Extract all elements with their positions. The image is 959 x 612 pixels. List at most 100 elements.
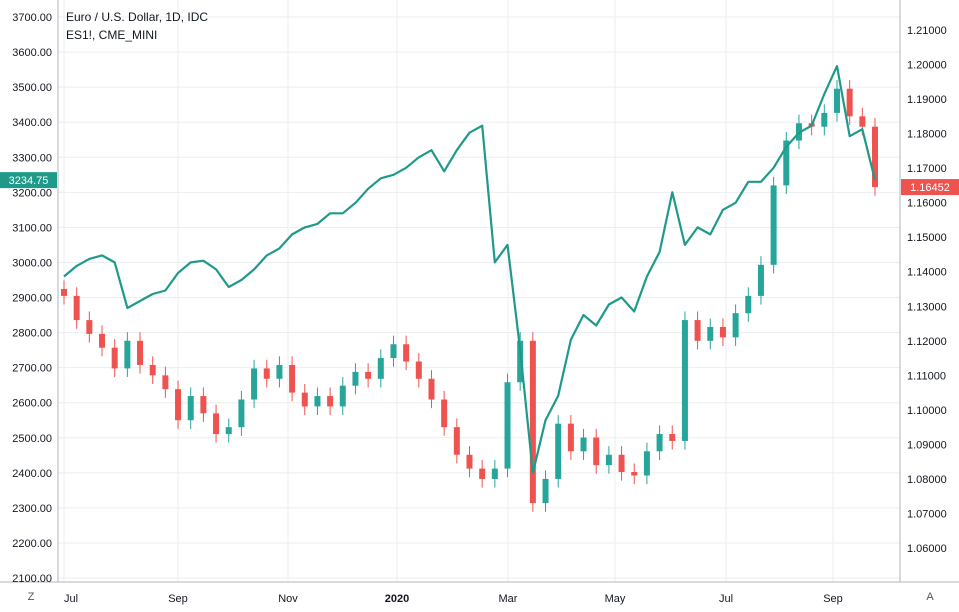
left-axis-tick-label: 3600.00 (12, 47, 52, 59)
eurusd-candle-body (149, 364, 156, 376)
left-axis-tick-label: 2300.00 (12, 503, 52, 515)
left-axis-tick-label: 2500.00 (12, 433, 52, 445)
x-axis-tick-label: Sep (168, 593, 188, 605)
eurusd-candle-body (783, 140, 790, 186)
x-axis-tick-label: Sep (823, 593, 843, 605)
left-axis-tick-label: 3700.00 (12, 12, 52, 24)
eurusd-candle-body (707, 326, 714, 341)
eurusd-candle-body (491, 468, 498, 479)
left-axis-tick-label: 2800.00 (12, 328, 52, 340)
left-axis-tick-label: 3100.00 (12, 222, 52, 234)
eurusd-candle-body (833, 88, 840, 113)
eurusd-candle-body (111, 347, 118, 369)
eurusd-candle-body (618, 454, 625, 473)
left-axis-tick-label: 2400.00 (12, 468, 52, 480)
eurusd-candle-body (301, 392, 308, 407)
eurusd-candle-body (377, 358, 384, 379)
eurusd-candle-body (542, 478, 549, 504)
eurusd-candle-body (327, 396, 334, 407)
x-axis-tick-label: Nov (278, 593, 298, 605)
chart-title: Euro / U.S. Dollar, 1D, IDC (66, 10, 209, 24)
right-axis-tick-label: 1.15000 (907, 232, 947, 244)
eurusd-candle-body (213, 413, 220, 435)
eurusd-candle-body (365, 371, 372, 379)
eurusd-candle-body (390, 344, 397, 359)
eurusd-candle-body (555, 423, 562, 479)
eurusd-candle-body (314, 396, 321, 407)
eurusd-candle-body (859, 116, 866, 127)
eurusd-candle-body (719, 326, 726, 338)
left-axis-tick-label: 2900.00 (12, 293, 52, 305)
eurusd-candle-body (276, 364, 283, 379)
eurusd-candle-body (479, 468, 486, 479)
eurusd-candle-body (669, 434, 676, 441)
eurusd-candle-body (263, 368, 270, 379)
eurusd-candle-body (643, 451, 650, 476)
eurusd-candle-body (694, 320, 701, 341)
eurusd-candle-body (656, 434, 663, 452)
right-axis-tick-label: 1.07000 (907, 508, 947, 520)
right-axis-tick-label: 1.17000 (907, 163, 947, 175)
chart-subtitle: ES1!, CME_MINI (66, 28, 158, 42)
eurusd-candle-body (289, 364, 296, 393)
eurusd-candle-body (567, 423, 574, 452)
eurusd-last-value-badge (901, 179, 959, 196)
right-axis-tick-label: 1.12000 (907, 336, 947, 348)
x-axis-tick-label: May (605, 593, 626, 605)
eurusd-candle-body (580, 437, 587, 452)
eurusd-candle-body (225, 427, 232, 435)
eurusd-last-value-label: 1.16452 (910, 182, 950, 194)
eurusd-candle-body (175, 389, 182, 421)
right-axis-tick-label: 1.06000 (907, 543, 947, 555)
left-axis-tick-label: 3000.00 (12, 257, 52, 269)
eurusd-candle-body (99, 333, 106, 348)
eurusd-candle-body (745, 295, 752, 314)
eurusd-candle-body (124, 340, 131, 369)
right-axis-tick-label: 1.11000 (907, 370, 946, 382)
eurusd-candle-body (403, 344, 410, 362)
eurusd-candle-body (200, 396, 207, 414)
right-axis-tick-label: 1.14000 (907, 267, 947, 279)
eurusd-candle-body (162, 375, 169, 390)
left-axis-tick-label: 2200.00 (12, 538, 52, 550)
eurusd-candle-body (466, 454, 473, 469)
eurusd-candle-body (352, 371, 359, 386)
eurusd-candle-body (821, 112, 828, 127)
eurusd-candle-body (631, 472, 638, 476)
eurusd-candle-body (428, 378, 435, 400)
eurusd-candle-body (605, 454, 612, 466)
eurusd-candle-body (517, 340, 524, 383)
eurusd-candle-body (441, 399, 448, 428)
right-axis-tick-label: 1.16000 (907, 198, 947, 210)
right-axis-tick-label: 1.08000 (907, 474, 947, 486)
auto-scale-button[interactable]: A (926, 591, 934, 603)
eurusd-candle-body (770, 185, 777, 265)
right-axis-tick-label: 1.13000 (907, 301, 947, 313)
eurusd-candle-body (238, 399, 245, 428)
chart-legend: Euro / U.S. Dollar, 1D, IDC ES1!, CME_MI… (66, 8, 208, 44)
left-axis-tick-label: 2600.00 (12, 398, 52, 410)
eurusd-candle-body (187, 396, 194, 421)
x-axis-tick-label: Mar (499, 593, 518, 605)
eurusd-candle-body (593, 437, 600, 466)
eurusd-candle-body (86, 320, 93, 334)
left-axis-tick-label: 2700.00 (12, 363, 52, 375)
eurusd-candle-body (681, 320, 688, 441)
eurusd-candle-body (453, 427, 460, 455)
eurusd-candle-body (529, 340, 536, 504)
eurusd-candle-body (757, 264, 764, 296)
eurusd-candle-body (73, 295, 80, 321)
x-axis-tick-label: 2020 (385, 593, 409, 605)
left-axis-tick-label: 3400.00 (12, 117, 52, 129)
eurusd-candle-body (504, 382, 511, 469)
es-series-line (63, 65, 877, 474)
left-axis-tick-label: 3300.00 (12, 152, 52, 164)
es-last-value-badge (0, 172, 57, 189)
left-axis-tick-label: 2100.00 (12, 573, 52, 585)
left-axis-tick-label: 3500.00 (12, 82, 52, 94)
zoom-button[interactable]: Z (27, 591, 35, 603)
eurusd-candle-body (251, 368, 258, 400)
eurusd-candle-body (137, 340, 144, 365)
